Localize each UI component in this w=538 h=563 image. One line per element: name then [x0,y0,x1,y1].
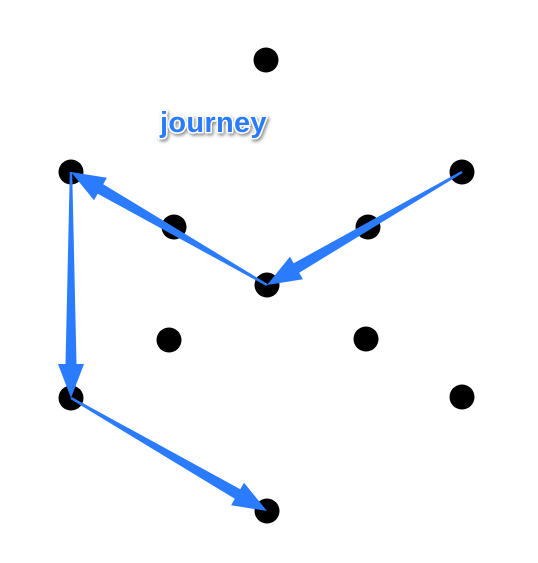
dot-inner-lower-left [156,327,182,353]
dot-top [253,47,279,73]
arrow-upper-right-to-center [267,171,463,285]
word-label: journey [159,107,267,139]
arrow-upper-left-to-lower-left [58,172,84,398]
arrow-lower-left-to-bottom [70,397,268,511]
dot-lower-right [449,384,475,410]
arrow-center-to-upper-left [71,172,268,286]
dot-inner-lower-right [353,326,379,352]
arrows-layer [58,171,463,511]
